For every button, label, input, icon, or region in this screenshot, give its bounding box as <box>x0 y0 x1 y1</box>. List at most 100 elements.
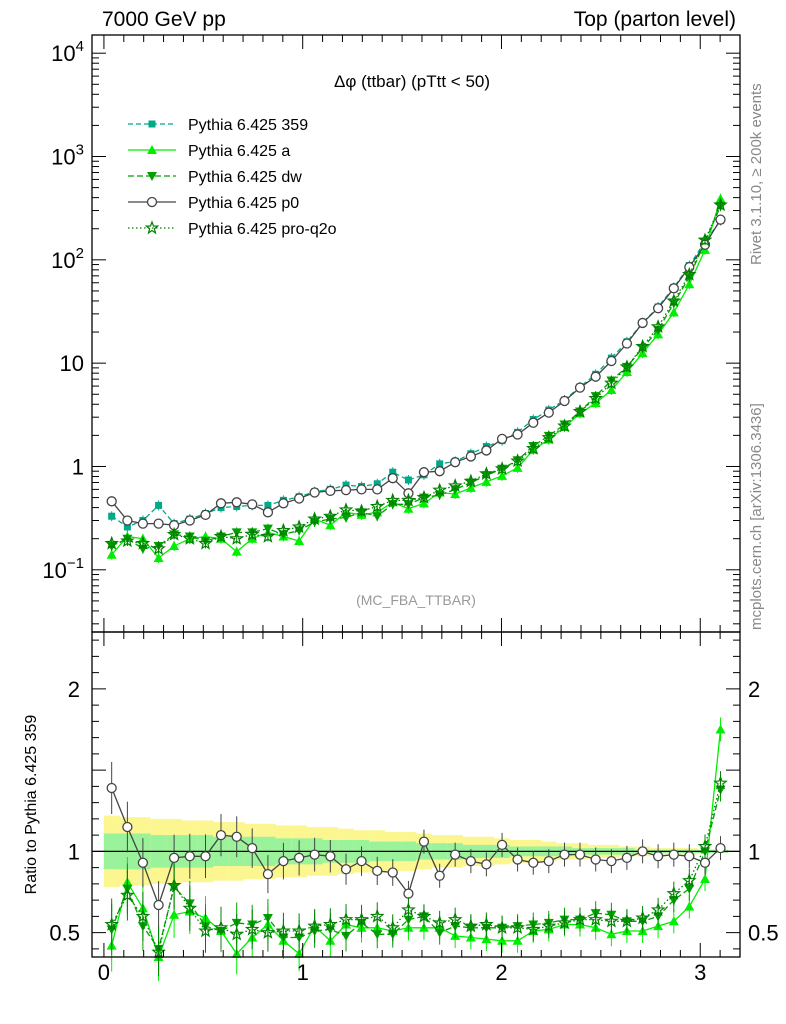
main-point <box>387 473 398 484</box>
ratio-point <box>510 920 525 934</box>
ratio-y-axis-label: Ratio to Pythia 6.425 359 <box>23 715 40 895</box>
main-point <box>557 418 572 433</box>
main-point <box>697 232 713 247</box>
legend-label-0: Pythia 6.425 359 <box>188 117 308 134</box>
ratio-point <box>697 838 713 853</box>
ratio-point <box>106 782 117 794</box>
ratio-point <box>322 916 338 931</box>
ratio-point <box>463 918 479 933</box>
main-point <box>479 466 494 480</box>
ratio-point <box>120 887 135 902</box>
main-point <box>650 319 666 333</box>
ratio-point <box>494 920 510 934</box>
main-point <box>418 467 430 478</box>
ratio-point <box>416 908 432 923</box>
ratio-point <box>650 902 666 917</box>
main-point <box>432 482 448 497</box>
main-point <box>559 395 570 407</box>
main-point <box>122 515 133 526</box>
ratio-point <box>528 857 539 868</box>
main-point <box>389 468 397 476</box>
main-series-group <box>104 193 728 564</box>
ratio-point <box>559 849 570 860</box>
main-point <box>447 478 463 493</box>
main-chart-title: Δφ (ttbar) (pTtt < 50) <box>334 72 490 91</box>
ratio-point <box>637 846 648 857</box>
ratio-line-1 <box>111 789 722 951</box>
main-point <box>668 307 679 317</box>
ratio-point <box>684 851 695 862</box>
main-point <box>418 498 429 508</box>
main-point <box>463 473 479 488</box>
main-point <box>666 293 682 308</box>
main-point <box>264 501 272 509</box>
main-point <box>293 493 305 504</box>
main-point <box>606 384 617 394</box>
main-point <box>590 371 601 382</box>
main-point <box>135 535 151 550</box>
main-point <box>385 492 401 507</box>
ratio-point <box>479 916 494 931</box>
main-line-4 <box>111 204 722 550</box>
ratio-point <box>244 921 260 936</box>
ratio-point <box>137 857 149 868</box>
ratio-point <box>497 935 508 945</box>
main-point <box>481 476 492 486</box>
ratio-point <box>681 872 697 887</box>
main-point <box>684 279 695 289</box>
main-point <box>291 519 307 534</box>
main-point <box>104 535 120 550</box>
ratio-y-tick-label-right-1: 1 <box>748 839 760 864</box>
main-point <box>465 451 477 462</box>
main-point <box>166 526 182 541</box>
legend-marker-1 <box>147 145 157 154</box>
legend-label-1: Pythia 6.425 a <box>188 143 290 160</box>
main-point <box>356 484 367 495</box>
main-point <box>184 515 195 526</box>
ratio-point <box>387 867 398 878</box>
ratio-point <box>231 831 242 842</box>
ratio-point <box>668 916 679 926</box>
legend-label-3: Pythia 6.425 p0 <box>188 195 299 212</box>
main-point <box>213 528 229 543</box>
ratio-point <box>621 852 633 864</box>
ratio-point <box>447 911 463 926</box>
main-point <box>635 338 650 353</box>
ratio-point <box>512 854 523 865</box>
main-point <box>151 540 166 556</box>
main-point <box>543 407 554 418</box>
main-point <box>668 283 679 294</box>
main-point <box>260 528 276 543</box>
ratio-point <box>652 851 664 862</box>
ratio-point <box>341 931 352 941</box>
main-point <box>436 460 444 468</box>
ratio-point <box>291 923 307 938</box>
main-point <box>262 507 274 518</box>
main-point <box>231 546 242 556</box>
ratio-point <box>715 724 726 734</box>
ratio-point <box>588 911 604 926</box>
header-left: 7000 GeV pp <box>102 8 226 31</box>
main-point <box>153 518 164 529</box>
legend-marker-0 <box>148 120 156 128</box>
ratio-point <box>229 926 245 941</box>
ratio-point <box>434 870 445 881</box>
main-line-3 <box>111 219 722 526</box>
main-point <box>528 417 539 428</box>
main-point <box>372 484 383 495</box>
main-point <box>153 553 164 563</box>
main-point <box>198 535 213 550</box>
main-point <box>450 457 461 468</box>
main-point <box>619 359 635 374</box>
ratio-point <box>325 851 336 862</box>
ratio-point <box>635 910 650 925</box>
ratio-point <box>432 915 447 930</box>
ratio-point <box>557 915 572 930</box>
main-point <box>494 461 510 475</box>
ratio-point <box>309 849 320 860</box>
main-point <box>588 390 604 405</box>
ratio-point <box>307 918 322 933</box>
ratio-point <box>151 944 166 959</box>
ratio-point <box>574 849 586 860</box>
ratio-point <box>512 935 523 945</box>
